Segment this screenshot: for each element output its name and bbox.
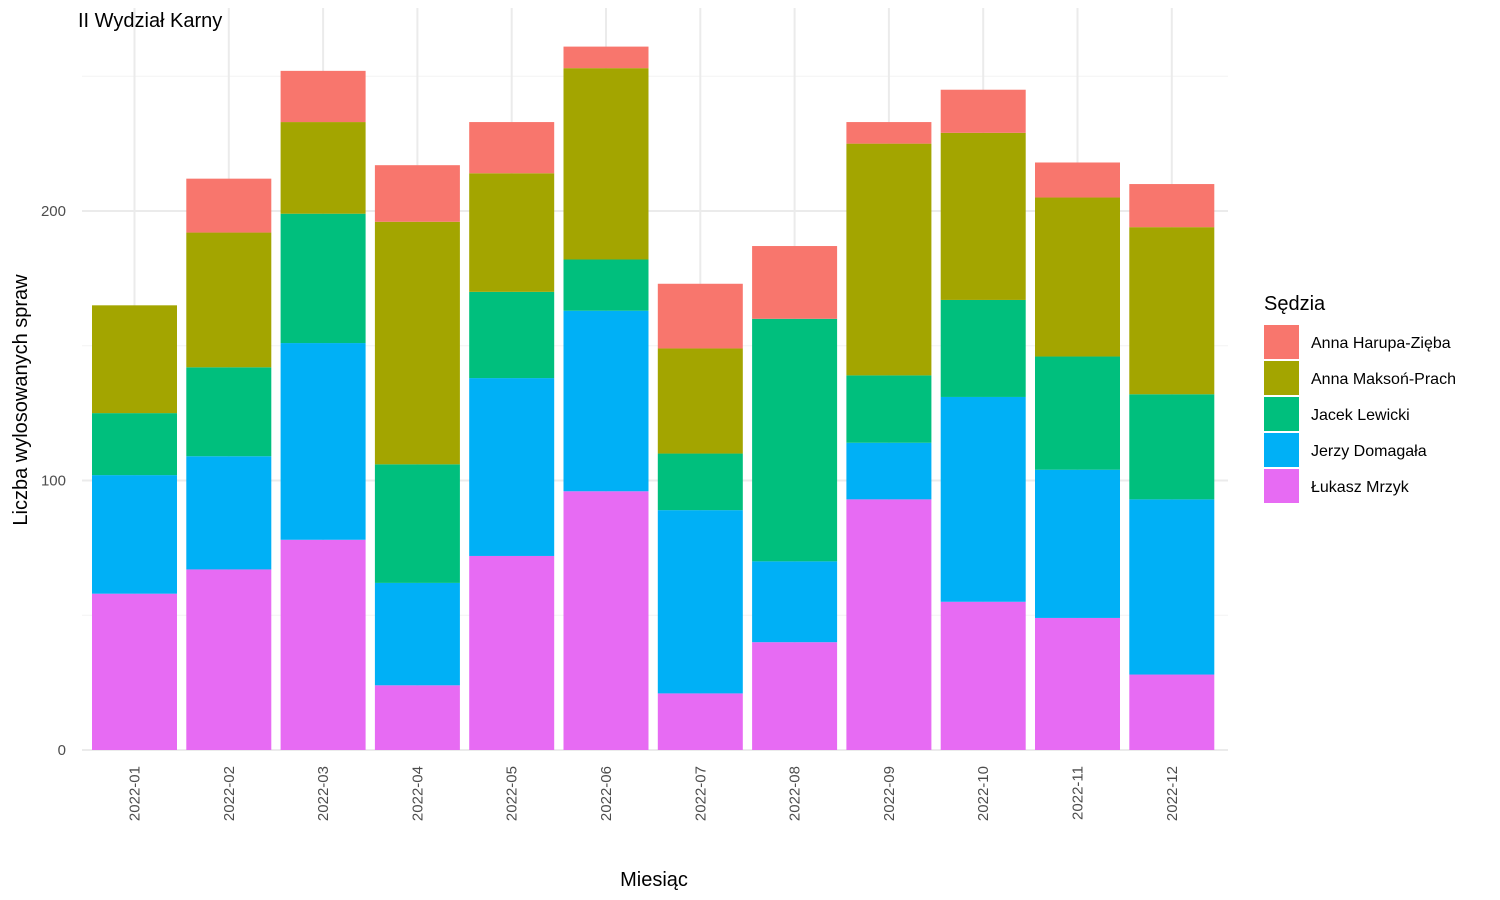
bar-segment <box>469 122 555 174</box>
bar-segment <box>469 378 555 556</box>
bar-segment <box>563 46 649 69</box>
legend-key <box>1264 397 1299 431</box>
bar-segment <box>469 555 555 750</box>
bar-segment <box>1035 197 1120 357</box>
bar-segment <box>846 122 932 144</box>
bar-segment <box>563 68 649 260</box>
bar-segment <box>92 593 177 750</box>
bar-segment <box>940 132 1026 300</box>
bar-segment <box>846 375 932 443</box>
legend-label: Jacek Lewicki <box>1311 407 1410 424</box>
bar-segment <box>940 89 1026 133</box>
bar-segment <box>657 283 743 349</box>
chart-title: II Wydział Karny <box>78 10 222 32</box>
legend-label: Łukasz Mrzyk <box>1311 479 1410 496</box>
bar-segment <box>280 539 366 750</box>
y-tick-label: 200 <box>41 203 66 220</box>
legend-label: Anna Maksoń-Prach <box>1311 371 1456 388</box>
bar-segment <box>563 259 649 311</box>
bar-segment <box>186 367 272 457</box>
bar-segment <box>374 221 460 465</box>
legend-label: Jerzy Domagała <box>1311 443 1427 460</box>
bar-segment <box>1035 617 1120 750</box>
bar-segment <box>940 396 1026 602</box>
legend-title: Sędzia <box>1264 293 1326 315</box>
bar-segment <box>752 642 838 750</box>
x-tick-label: 2022-07 <box>692 766 709 821</box>
bar-segment <box>92 413 177 476</box>
bar-segment <box>657 510 743 694</box>
bar-segment <box>92 305 177 414</box>
bar-segment <box>563 491 649 750</box>
legend-key <box>1264 469 1299 503</box>
bar-segment <box>752 561 838 643</box>
bar-segment <box>469 291 555 379</box>
legend: Sędzia Anna Harupa-Zięba Anna Maksoń-Prac… <box>1264 293 1456 503</box>
bar-segment <box>1035 356 1120 470</box>
x-tick-label: 2022-05 <box>504 766 521 821</box>
y-axis-title: Liczba wylosowanych spraw <box>10 274 32 526</box>
x-axis-ticks: 2022-01 2022-02 2022-03 2022-04 2022-05 2022-… <box>127 766 1181 821</box>
y-tick-label: 0 <box>58 742 66 759</box>
bar-segment <box>186 456 272 570</box>
bar-segment <box>1129 499 1215 675</box>
x-tick-label: 2022-10 <box>975 766 992 821</box>
bar-segment <box>186 232 272 368</box>
x-tick-label: 2022-11 <box>1070 766 1087 820</box>
x-tick-label: 2022-09 <box>881 766 898 821</box>
x-tick-label: 2022-04 <box>409 766 426 821</box>
bar-segment <box>846 442 932 500</box>
bar-segment <box>940 299 1026 397</box>
bar-segment <box>280 343 366 540</box>
bar-segment <box>186 569 272 750</box>
y-axis-ticks: 0 100 200 <box>41 203 66 759</box>
bar-segment <box>280 122 366 214</box>
x-tick-label: 2022-12 <box>1164 766 1181 821</box>
legend-key <box>1264 433 1299 467</box>
bar-segment <box>374 685 460 750</box>
x-tick-label: 2022-01 <box>127 766 144 821</box>
bar-segment <box>1129 184 1215 228</box>
bar-segment <box>657 693 743 750</box>
bar-segment <box>280 70 366 123</box>
x-tick-label: 2022-08 <box>787 766 804 821</box>
bar-segment <box>1035 162 1120 198</box>
bar-segment <box>657 348 743 454</box>
y-tick-label: 100 <box>41 473 66 490</box>
x-tick-label: 2022-06 <box>598 766 615 821</box>
bar-segment <box>374 582 460 686</box>
legend-key <box>1264 361 1299 395</box>
bar-segment <box>752 246 838 319</box>
bar-segment <box>1129 394 1215 500</box>
x-axis-title: Miesiąc <box>620 869 688 891</box>
bar-segment <box>1035 469 1120 618</box>
bar-segment <box>374 165 460 222</box>
legend-label: Anna Harupa-Zięba <box>1311 335 1451 352</box>
legend-key <box>1264 325 1299 359</box>
bar-segment <box>374 464 460 583</box>
bar-segment <box>563 310 649 492</box>
bar-segment <box>1129 674 1215 750</box>
bar-segment <box>940 601 1026 750</box>
bar-segment <box>1129 227 1215 395</box>
bar-segment <box>186 178 272 233</box>
bar-segment <box>846 499 932 750</box>
x-tick-label: 2022-02 <box>221 766 238 821</box>
bar-segment <box>657 453 743 511</box>
bar-segment <box>846 143 932 376</box>
bar-segment <box>280 213 366 344</box>
x-tick-label: 2022-03 <box>315 766 332 821</box>
bar-segment <box>469 173 555 292</box>
bars <box>92 46 1215 750</box>
bar-segment <box>752 318 838 562</box>
bar-segment <box>92 475 177 594</box>
